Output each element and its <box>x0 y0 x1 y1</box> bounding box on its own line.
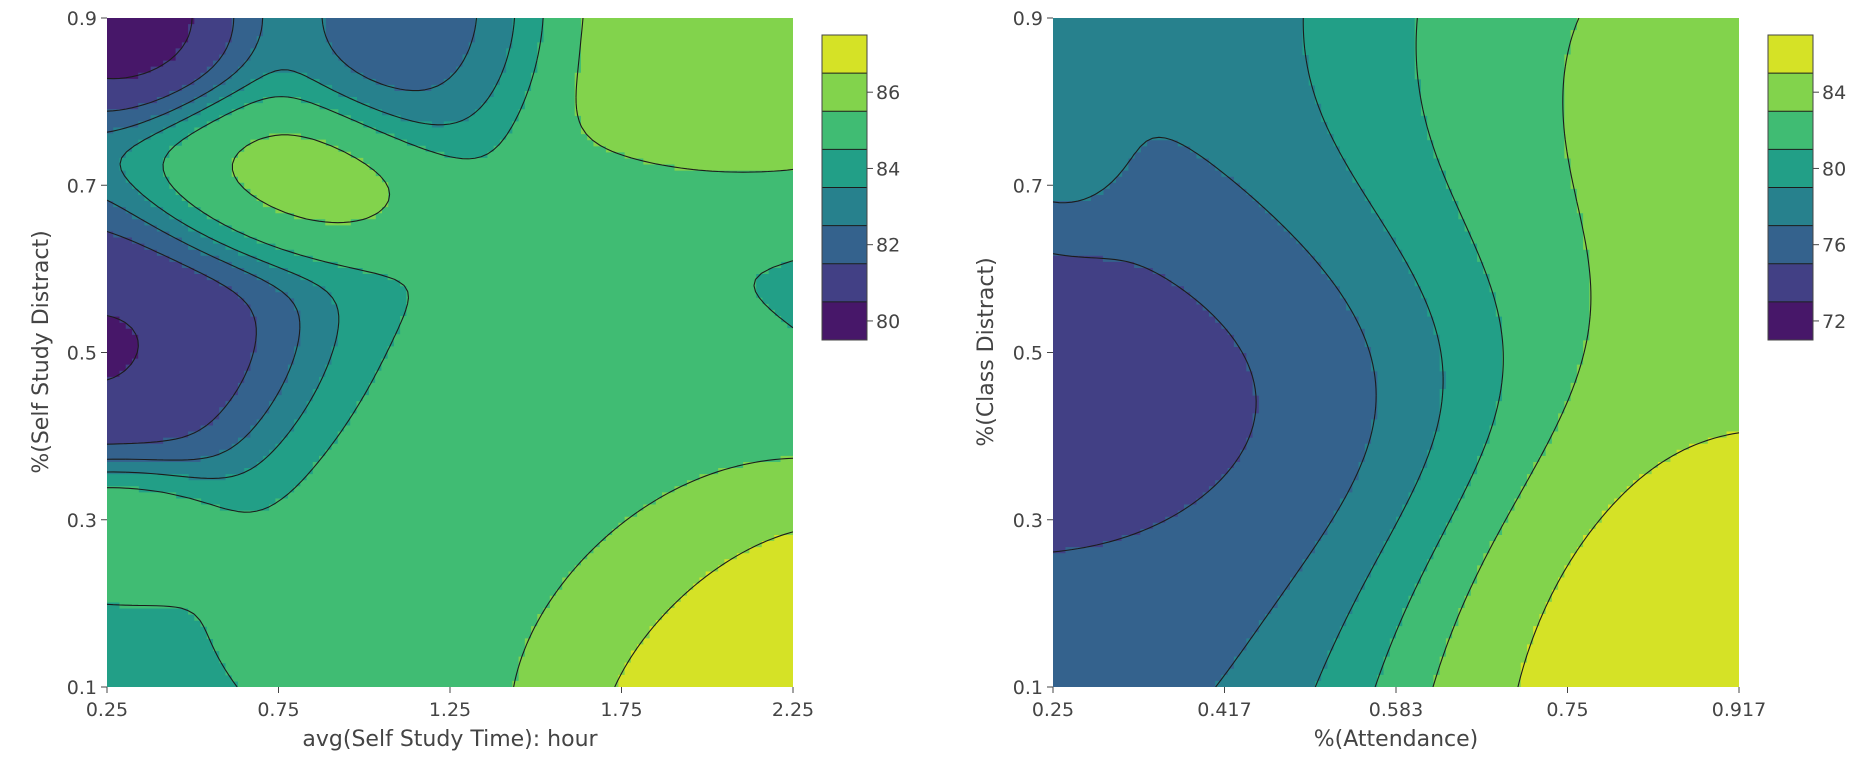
chart-2-colorbar-ticks: 72 76 80 84 <box>1813 82 1846 333</box>
chart-1-contour-line-6 <box>231 18 793 687</box>
chart-1-colorbar-swatch <box>822 35 867 74</box>
chart-2-colorbar-tick-label: 84 <box>1822 82 1846 104</box>
chart-2-contour-band-6 <box>1433 18 1739 687</box>
chart-2-contour-band-5 <box>1377 18 1590 687</box>
chart-2-contour-band-3 <box>1053 18 1447 687</box>
chart-2-contour-band-7 <box>1520 431 1739 687</box>
chart-2-colorbar-tick-label: 76 <box>1822 235 1846 257</box>
chart-1-y-tick-label: 0.7 <box>67 175 97 197</box>
chart-2-x-ticks: 0.25 0.417 0.583 0.75 0.917 <box>1032 687 1766 721</box>
chart-1-colorbar-tick-label: 80 <box>876 311 900 333</box>
chart-2: 0.25 0.417 0.583 0.75 0.917 0.10.30.50.70.9 … <box>974 8 1846 752</box>
chart-1-colorbar-swatch <box>822 111 867 150</box>
chart-2-x-tick-label: 0.75 <box>1546 699 1588 721</box>
chart-1-y-ticks: 0.1 0.3 0.5 0.7 0.9 <box>67 8 107 699</box>
chart-1-x-tick-label: 1.25 <box>429 699 471 721</box>
chart-2-x-tick-label: 0.417 <box>1197 699 1251 721</box>
chart-1-contour-band-3 <box>107 18 513 481</box>
chart-1-contour-line-5 <box>107 18 793 687</box>
chart-2-colorbar-tick-label: 72 <box>1822 311 1846 333</box>
chart-1-y-axis-title: %(Self Study Distract) <box>29 230 54 473</box>
chart-2-y-axis-title: %(Class Distract) <box>974 257 999 446</box>
chart-2-contour-line-4 <box>1302 18 1444 687</box>
chart-2-y-tick-label: 0.3 <box>1013 510 1043 532</box>
chart-1-colorbar-outline <box>821 34 868 341</box>
chart-2-colorbar-swatch <box>1768 73 1813 112</box>
chart-2-contour-line-5 <box>1374 18 1504 687</box>
chart-1-colorbar-tick-label: 86 <box>876 82 900 104</box>
chart-1-x-axis-title: avg(Self Study Time): hour <box>302 727 598 752</box>
chart-2-contour-fills <box>1053 18 1739 687</box>
chart-2-y-tick-label: 0.5 <box>1013 343 1043 365</box>
chart-2-colorbar-tick-label: 80 <box>1822 158 1846 180</box>
chart-2-colorbar-outline <box>1767 34 1814 341</box>
chart-1-colorbar-swatch <box>822 149 867 188</box>
chart-2-colorbar-swatch <box>1768 187 1813 227</box>
chart-2-colorbar-swatch <box>1768 111 1813 150</box>
chart-1-colorbar-swatch <box>822 301 867 341</box>
chart-2-contour-line-6 <box>1432 18 1592 687</box>
chart-1-y-tick-label: 0.3 <box>67 510 97 532</box>
chart-1-contour-fills <box>107 18 793 687</box>
chart-1-colorbar-ticks: 80 82 84 86 <box>867 82 900 333</box>
chart-1-y-tick-label: 0.5 <box>67 343 97 365</box>
chart-1-x-tick-label: 0.25 <box>86 699 128 721</box>
chart-2-x-tick-label: 0.917 <box>1712 699 1766 721</box>
chart-1-contour-band-7 <box>618 534 793 687</box>
chart-1-contour-band-0 <box>107 18 195 378</box>
chart-2-colorbar-swatch <box>1768 301 1813 341</box>
chart-1-colorbar-tick-label: 82 <box>876 235 900 257</box>
chart-2-colorbar-swatches <box>1767 34 1814 341</box>
chart-2-colorbar-swatch <box>1768 149 1813 188</box>
chart-2-contour-line-3 <box>1053 136 1377 687</box>
chart-2-y-tick-label: 0.9 <box>1013 8 1043 30</box>
chart-2-contour-line-7 <box>1517 432 1739 687</box>
chart-2-contour-lines <box>1053 18 1739 687</box>
chart-1-contour-line-4 <box>107 18 516 479</box>
chart-1-colorbar-tick-label: 84 <box>876 158 900 180</box>
chart-1-contour-line-7 <box>614 531 793 687</box>
chart-1-x-tick-label: 2.25 <box>772 699 814 721</box>
chart-1-colorbar-swatch <box>822 73 867 112</box>
chart-2-colorbar-swatch <box>1768 35 1813 74</box>
chart-2-y-tick-label: 0.7 <box>1013 175 1043 197</box>
chart-2-colorbar: 72 76 80 84 <box>1767 34 1846 341</box>
chart-1-colorbar-swatch <box>822 187 867 227</box>
chart-1-colorbar-swatch <box>822 263 867 303</box>
chart-1-y-tick-label: 0.9 <box>67 8 97 30</box>
chart-2-colorbar-swatch <box>1768 263 1813 303</box>
chart-2-y-ticks: 0.1 0.3 0.5 0.7 0.9 <box>1013 8 1053 699</box>
chart-1-contour-line-2 <box>107 18 257 445</box>
chart-2-x-tick-label: 0.25 <box>1032 699 1074 721</box>
chart-2-x-axis-title: %(Attendance) <box>1314 727 1478 752</box>
chart-2-colorbar-swatch <box>1768 225 1813 265</box>
chart-2-contour-line-2 <box>1053 253 1257 553</box>
chart-1-contour-band-6 <box>231 18 793 687</box>
chart-2-contour-band-1 <box>1053 255 1260 554</box>
chart-1-x-ticks: 0.25 0.75 1.25 1.75 2.25 <box>86 687 814 721</box>
chart-1-colorbar: 80 82 84 86 <box>821 34 900 341</box>
chart-1-contour-line-1 <box>107 18 193 381</box>
chart-1-x-tick-label: 0.75 <box>257 699 299 721</box>
chart-1-y-tick-label: 0.1 <box>67 677 97 699</box>
chart-1-colorbar-swatch <box>822 225 867 265</box>
chart-1-contour-band-5 <box>107 18 793 687</box>
chart-1-contour-lines <box>107 18 793 687</box>
chart-1-x-tick-label: 1.75 <box>600 699 642 721</box>
chart-1-contour-band-4 <box>107 18 793 687</box>
chart-2-y-tick-label: 0.1 <box>1013 677 1043 699</box>
chart-1: 0.25 0.75 1.25 1.75 2.25 0.1 0.3 0.5 0.7 0.9 avg… <box>29 8 900 752</box>
chart-1-contour-band-2 <box>107 18 476 463</box>
chart-2-plot-area <box>1053 18 1739 687</box>
chart-1-colorbar-swatches <box>821 34 868 341</box>
chart-2-x-tick-label: 0.583 <box>1369 699 1423 721</box>
chart-1-contour-band-1 <box>107 18 258 445</box>
chart-1-plot-area <box>107 18 793 687</box>
chart-1-contour-line-3 <box>107 18 478 461</box>
chart-2-contour-band-2 <box>1053 139 1378 687</box>
